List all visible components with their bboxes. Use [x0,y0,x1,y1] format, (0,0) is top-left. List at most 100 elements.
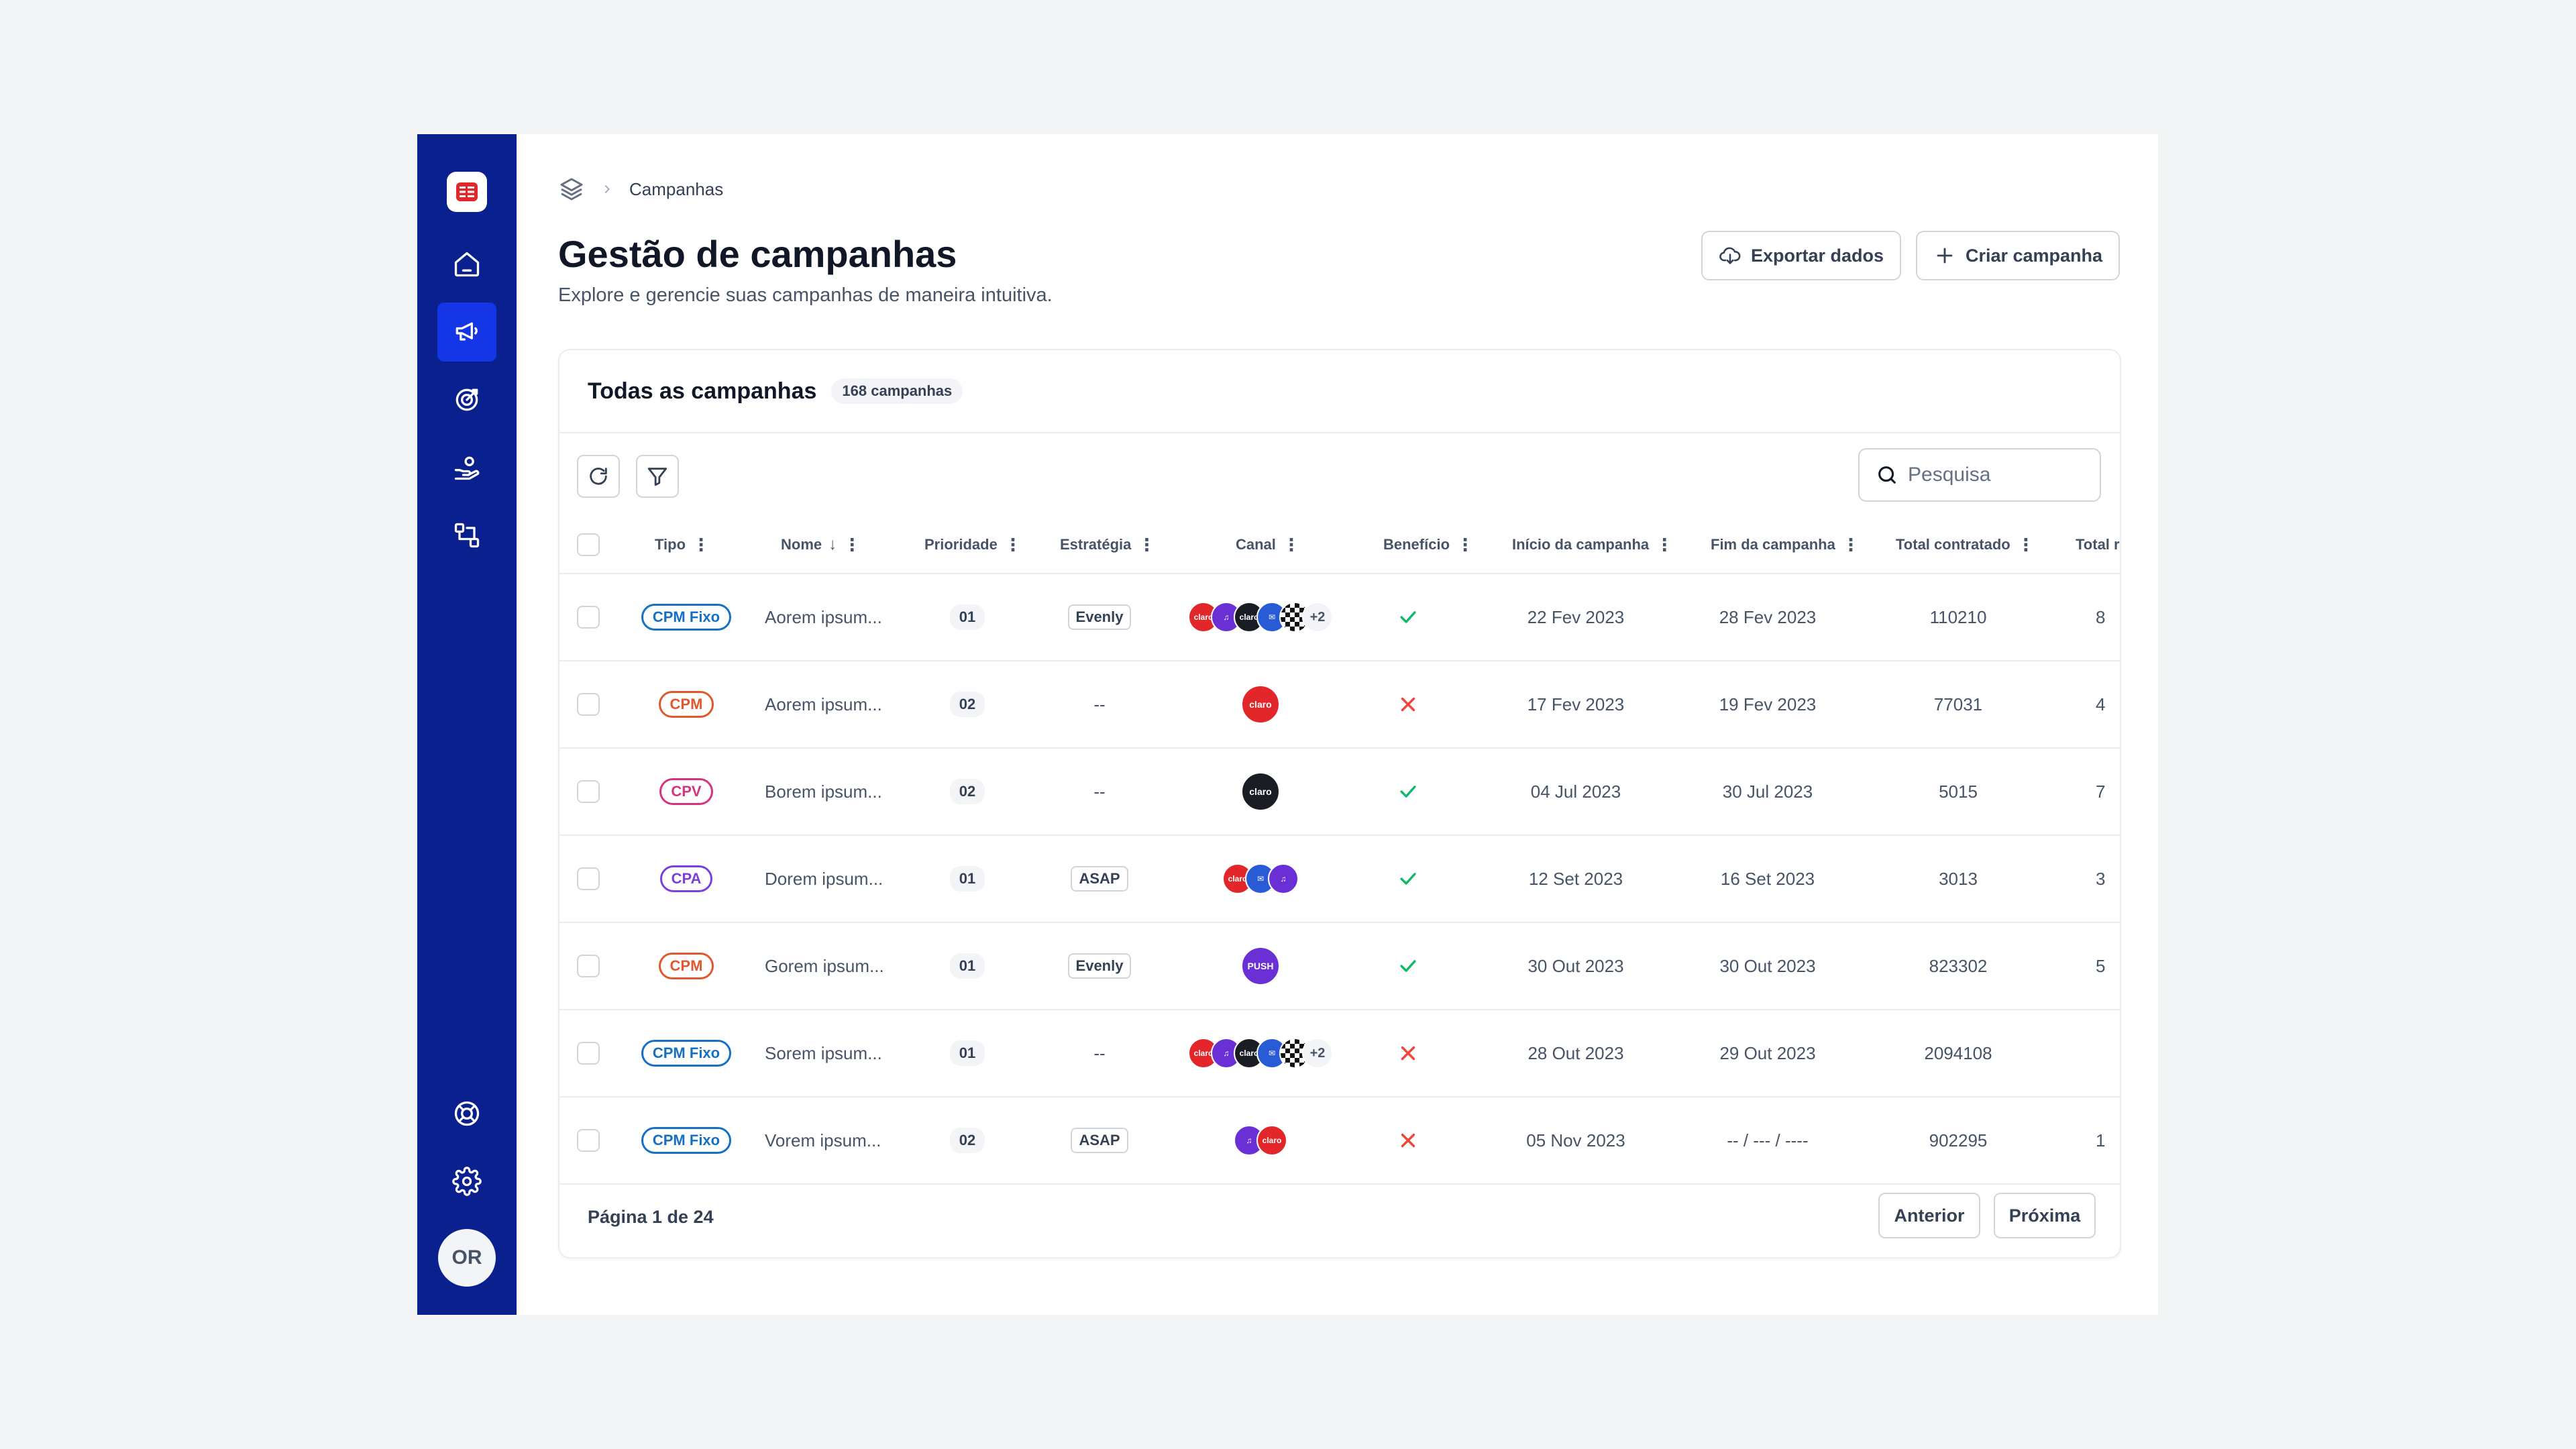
campaign-name[interactable]: Aorem ipsum... [765,606,882,627]
type-badge: CPA [659,865,713,892]
total-realized: 3 [2096,868,2106,889]
column-menu-icon[interactable]: ⋮ [843,534,861,555]
column-menu-icon[interactable]: ⋮ [1656,534,1674,555]
channel-cell: claro ♫ claro ✉ +2 [1177,574,1344,660]
page-info: Página 1 de 24 [588,1206,714,1227]
sort-arrow-down-icon[interactable]: ↓ [828,535,837,553]
table-row[interactable]: CPA Dorem ipsum... 01 ASAP claro ✉ ♫ 12 … [559,836,2120,923]
hand-coin-icon [454,456,480,480]
total-realized: 1 [2096,1130,2106,1150]
channel-avatars: claro ♫ claro ✉ +2 [1188,602,1333,633]
table-row[interactable]: CPM Aorem ipsum... 02 -- claro 17 Fev 20… [559,661,2120,749]
channel-cell: claro ♫ claro ✉ +2 [1177,1010,1344,1096]
col-total-contratado-label: Total contratado [1896,536,2010,553]
sidebar-item-support[interactable] [437,1084,496,1143]
campaign-name[interactable]: Borem ipsum... [765,781,882,802]
row-checkbox[interactable] [577,1042,600,1065]
col-fim[interactable]: Fim da campanha ⋮ [1711,515,1860,574]
sidebar-item-targets[interactable] [437,370,496,429]
channel-cell: claro ✉ ♫ [1177,836,1344,922]
table-row[interactable]: CPM Fixo Vorem ipsum... 02 ASAP ♫ claro … [559,1097,2120,1185]
col-estrategia[interactable]: Estratégia ⋮ [1060,515,1155,574]
total-realized: 8 [2096,606,2106,627]
search-input[interactable] [1908,464,2082,486]
row-checkbox[interactable] [577,955,600,977]
col-nome[interactable]: Nome ↓ ⋮ [781,515,861,574]
type-badge: CPM [658,953,714,979]
row-checkbox[interactable] [577,1129,600,1152]
create-campaign-label: Criar campanha [1965,245,2103,266]
more-channels-badge[interactable]: +2 [1302,1038,1333,1069]
refresh-icon [590,468,607,485]
sidebar-item-campaigns[interactable] [437,303,496,362]
logo-icon [456,182,478,201]
select-all-checkbox[interactable] [577,533,600,556]
next-page-button[interactable]: Próxima [1994,1193,2096,1238]
start-date: 05 Nov 2023 [1526,1130,1625,1150]
layers-icon[interactable] [558,176,585,203]
priority-badge: 01 [949,866,985,892]
app-logo[interactable] [447,172,487,212]
create-campaign-button[interactable]: Criar campanha [1916,231,2120,280]
more-channels-badge[interactable]: +2 [1302,602,1333,633]
column-menu-icon[interactable]: ⋮ [1282,534,1300,555]
refresh-button[interactable] [577,455,620,498]
table-row[interactable]: CPM Fixo Aorem ipsum... 01 Evenly claro … [559,574,2120,661]
export-data-button[interactable]: Exportar dados [1701,231,1901,280]
column-menu-icon[interactable]: ⋮ [1841,534,1860,555]
col-prioridade[interactable]: Prioridade ⋮ [924,515,1022,574]
cross-icon [1401,697,1415,712]
app-frame: OR Campanhas Gestão de campanhas Explore… [417,134,2158,1315]
sidebar-item-settings[interactable] [437,1152,496,1211]
col-beneficio[interactable]: Benefício ⋮ [1383,515,1474,574]
end-date: 19 Fev 2023 [1719,694,1817,714]
campaign-name[interactable]: Gorem ipsum... [765,955,884,976]
priority-badge: 01 [949,953,985,979]
row-checkbox[interactable] [577,867,600,890]
row-checkbox[interactable] [577,780,600,803]
column-menu-icon[interactable]: ⋮ [1456,534,1474,555]
col-total-contratado[interactable]: Total contratado ⋮ [1896,515,2035,574]
push-channel-icon: ♫ [1268,863,1299,894]
column-menu-icon[interactable]: ⋮ [692,534,710,555]
row-checkbox[interactable] [577,606,600,629]
strategy-empty: -- [1093,1042,1106,1063]
search-box[interactable] [1858,448,2101,502]
start-date: 12 Set 2023 [1528,868,1623,889]
campaign-name[interactable]: Vorem ipsum... [765,1130,881,1150]
sidebar-item-benefits[interactable] [437,438,496,497]
campaign-name[interactable]: Aorem ipsum... [765,694,882,714]
previous-page-button[interactable]: Anterior [1878,1193,1980,1238]
column-menu-icon[interactable]: ⋮ [1004,534,1022,555]
sidebar-item-home[interactable] [437,235,496,294]
campaign-name[interactable]: Sorem ipsum... [765,1042,882,1063]
channel-avatars: claro ✉ ♫ [1222,863,1299,894]
type-badge: CPM Fixo [641,1127,732,1154]
end-date: 16 Set 2023 [1720,868,1815,889]
avatar[interactable]: OR [438,1229,496,1287]
col-beneficio-label: Benefício [1383,536,1450,553]
table-row[interactable]: CPM Fixo Sorem ipsum... 01 -- claro ♫ cl… [559,1010,2120,1097]
breadcrumb-current[interactable]: Campanhas [629,178,724,199]
col-tipo[interactable]: Tipo ⋮ [655,515,710,574]
check-icon [1400,786,1416,798]
home-icon [454,252,480,277]
col-total-re[interactable]: Total re [2076,515,2120,574]
end-date: -- / --- / ---- [1727,1130,1809,1150]
start-date: 30 Out 2023 [1527,955,1624,976]
column-menu-icon[interactable]: ⋮ [1138,534,1156,555]
col-fim-label: Fim da campanha [1711,536,1835,553]
priority-badge: 01 [949,1040,985,1066]
col-canal[interactable]: Canal ⋮ [1236,515,1300,574]
sidebar-item-flows[interactable] [437,506,496,565]
table-row[interactable]: CPM Gorem ipsum... 01 Evenly PUSH 30 Out… [559,923,2120,1010]
row-checkbox[interactable] [577,693,600,716]
table-row[interactable]: CPV Borem ipsum... 02 -- claro 04 Jul 20… [559,749,2120,836]
col-inicio[interactable]: Início da campanha ⋮ [1512,515,1673,574]
column-menu-icon[interactable]: ⋮ [2017,534,2035,555]
gear-icon [452,1167,482,1196]
breadcrumb: Campanhas [558,176,723,203]
campaign-name[interactable]: Dorem ipsum... [765,868,883,889]
filter-button[interactable] [636,455,679,498]
channel-avatars: PUSH [1241,947,1280,985]
